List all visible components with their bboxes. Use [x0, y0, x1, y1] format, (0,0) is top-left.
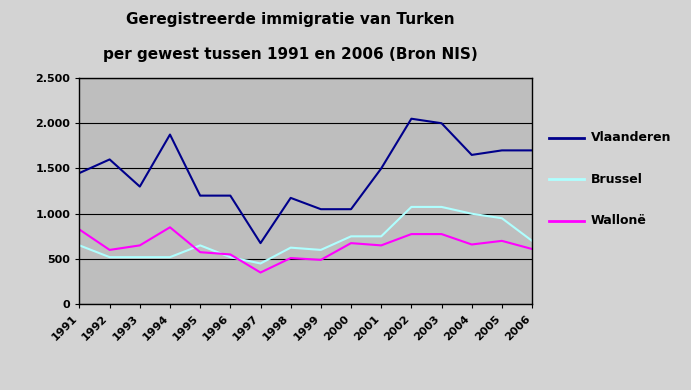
Text: Wallonë: Wallonë: [591, 215, 647, 227]
Text: Geregistreerde immigratie van Turken: Geregistreerde immigratie van Turken: [126, 12, 455, 27]
Text: per gewest tussen 1991 en 2006 (Bron NIS): per gewest tussen 1991 en 2006 (Bron NIS…: [103, 47, 477, 62]
Text: Vlaanderen: Vlaanderen: [591, 131, 671, 144]
Text: Brussel: Brussel: [591, 173, 643, 186]
